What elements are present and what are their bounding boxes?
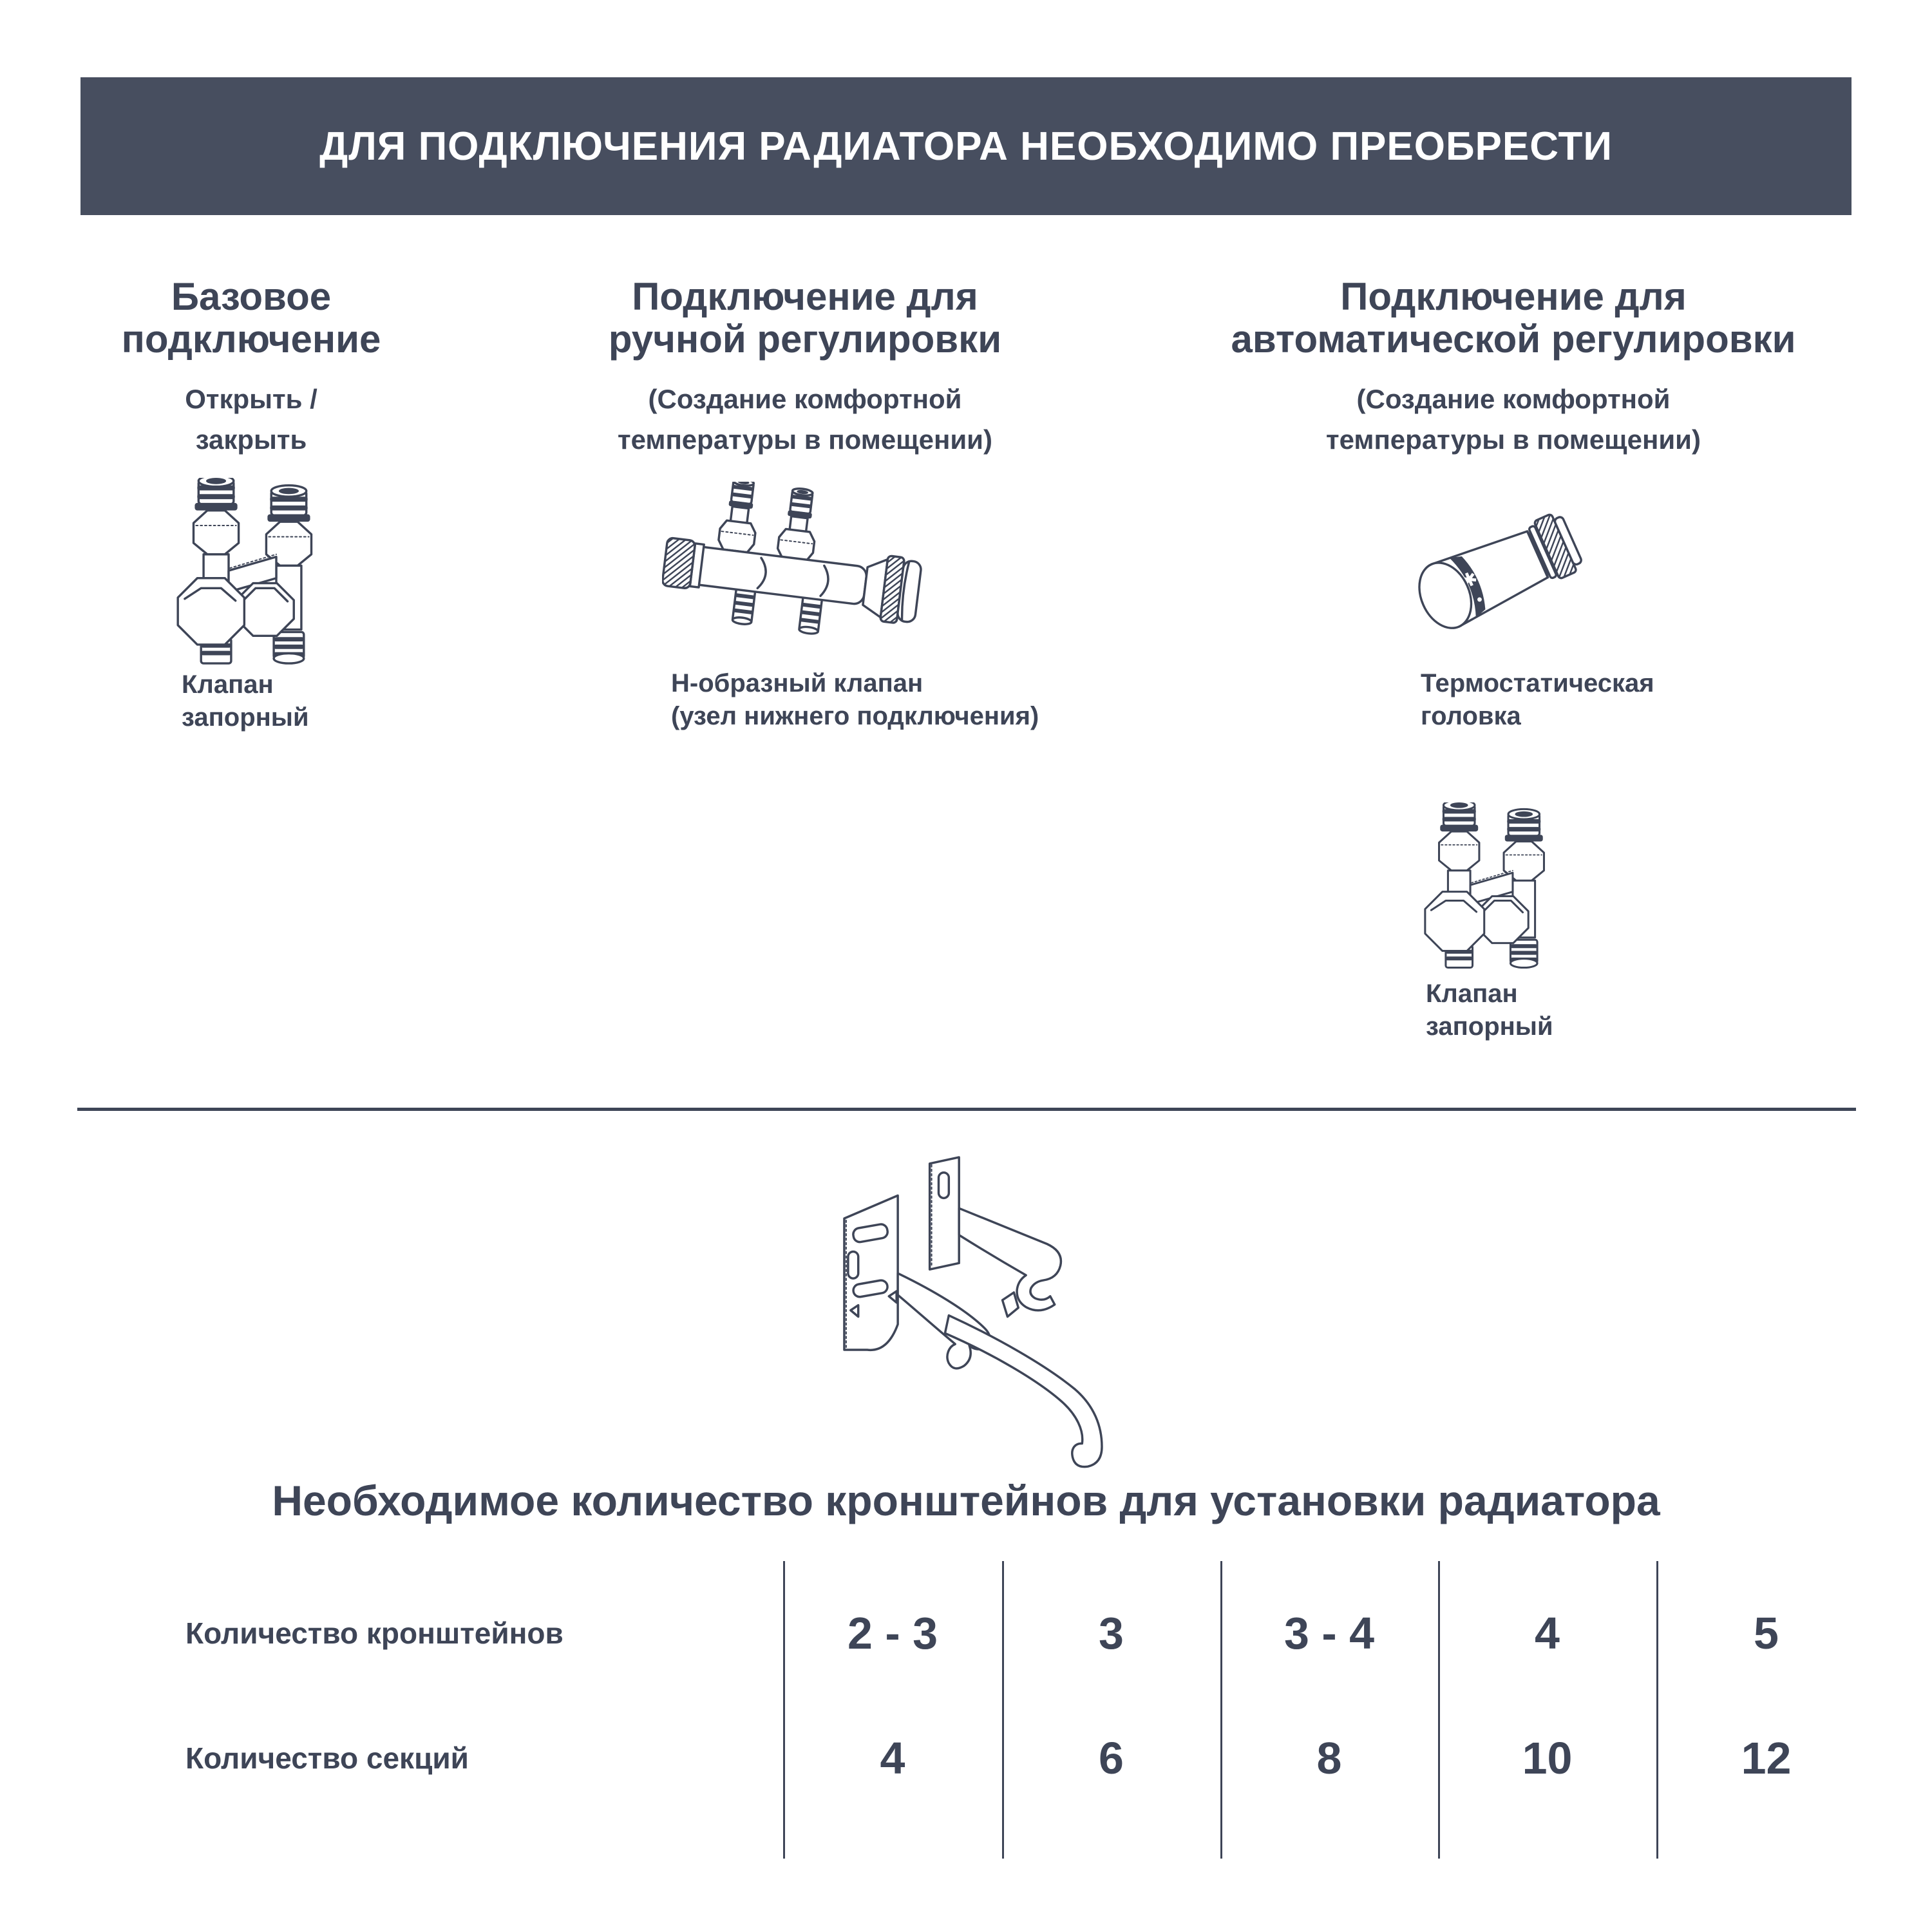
h-valve-illustration [662,482,922,635]
shutoff-valve-illustration [176,478,313,665]
column-title-basic-connection: Базовое подключение [121,275,381,361]
column-title-automatic-regulation: Подключение для автоматической регулиров… [1231,275,1796,361]
table-cell: 2 - 3 [847,1608,938,1658]
table-cell: 6 [1099,1733,1124,1783]
wall-brackets-illustration [843,1156,1103,1468]
table-divider-line [1438,1561,1440,1859]
caption-thermostatic-head: Термостатическая головка [1421,669,1654,731]
header-bar: ДЛЯ ПОДКЛЮЧЕНИЯ РАДИАТОРА НЕОБХОДИМО ПРЕ… [80,77,1852,215]
table-cell: 3 - 4 [1283,1608,1375,1658]
column-subtitle-open-close: Открыть / закрыть [185,384,317,455]
column-title-manual-regulation: Подключение для ручной регулировки [608,275,1002,361]
column-subtitle-comfort-temperature-2: (Создание комфортной температуры в помещ… [1326,384,1701,455]
section-divider [77,1108,1856,1111]
table-divider-line [1002,1561,1004,1859]
table-row-label-brackets-count: Количество кронштейнов [185,1616,564,1650]
caption-shutoff-valve: Клапан запорный [182,670,309,732]
table-cell: 10 [1522,1733,1573,1783]
table-row-label-sections-count: Количество секций [185,1741,469,1775]
table-cell: 5 [1754,1608,1779,1658]
caption-h-valve: Н-образный клапан (узел нижнего подключе… [671,669,1039,731]
table-cell: 8 [1316,1733,1342,1783]
table-divider-line [1656,1561,1658,1859]
table-cell: 4 [880,1733,905,1783]
thermostatic-head-illustration: ✱ [1418,513,1582,629]
table-divider-line [1220,1561,1222,1859]
caption-shutoff-valve-2: Клапан запорный [1426,980,1553,1041]
table-divider-line [783,1561,785,1859]
table-cell: 4 [1535,1608,1560,1658]
table-cell: 3 [1099,1608,1124,1658]
shutoff-valve-illustration [1424,802,1545,969]
column-subtitle-comfort-temperature: (Создание комфортной температуры в помещ… [618,384,992,455]
table-cell: 12 [1741,1733,1792,1783]
page-title: ДЛЯ ПОДКЛЮЧЕНИЯ РАДИАТОРА НЕОБХОДИМО ПРЕ… [319,124,1613,169]
brackets-section-title: Необходимое количество кронштейнов для у… [272,1477,1660,1524]
